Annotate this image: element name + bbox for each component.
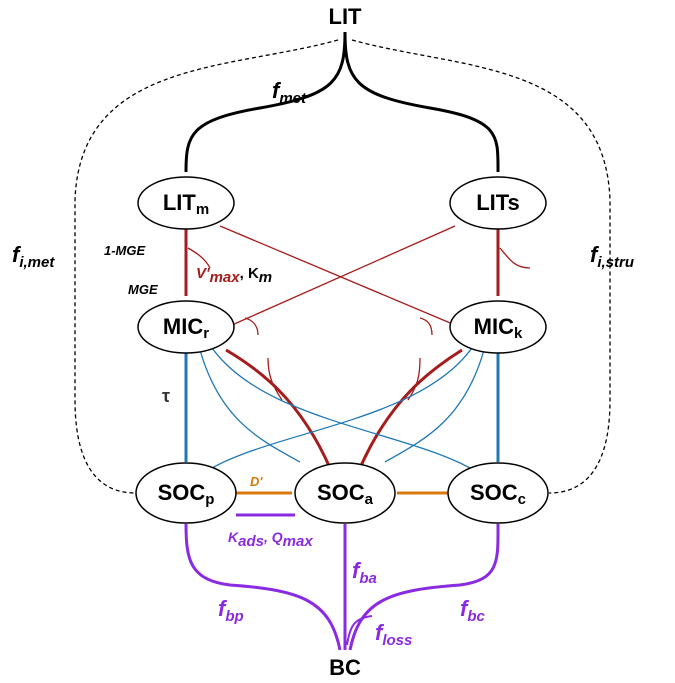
label-main: , Q bbox=[263, 529, 283, 545]
node-label: SOCp bbox=[158, 480, 215, 508]
node-shape bbox=[137, 176, 235, 230]
arrows bbox=[74, 31, 611, 651]
arrow bbox=[419, 317, 433, 336]
label-main: , K bbox=[240, 265, 259, 282]
label-main: f bbox=[272, 78, 282, 103]
label-main: f bbox=[218, 596, 228, 621]
label-sub: m bbox=[196, 201, 209, 218]
label-sub: max bbox=[210, 269, 241, 286]
label-sub: m bbox=[259, 269, 272, 286]
arrow bbox=[358, 348, 463, 469]
node-shape bbox=[447, 462, 549, 524]
label-sub: max bbox=[283, 533, 314, 550]
flux-label: fbp bbox=[218, 596, 244, 625]
param-label: V'max, Km bbox=[196, 265, 272, 286]
param-label: τ bbox=[162, 386, 170, 406]
label-main: V' bbox=[196, 265, 210, 282]
flux-label: fba bbox=[352, 558, 377, 587]
arrow bbox=[499, 247, 531, 269]
label-main: K bbox=[228, 529, 239, 545]
arrow bbox=[351, 39, 611, 494]
node-shape bbox=[135, 462, 237, 524]
node-label: LITs bbox=[476, 190, 520, 215]
arrow bbox=[348, 523, 500, 651]
node-label: LITm bbox=[163, 190, 209, 218]
node-label: MICk bbox=[474, 314, 523, 342]
label-sub: bp bbox=[225, 608, 243, 625]
label-sub: i,stru bbox=[597, 254, 634, 271]
arrow bbox=[343, 31, 500, 173]
label-sub: r bbox=[203, 325, 209, 342]
label-main: SOC bbox=[317, 480, 365, 505]
flux-label: fmet bbox=[272, 78, 307, 107]
arrow bbox=[184, 31, 347, 173]
label-sub: k bbox=[514, 325, 523, 342]
node-label: SOCc bbox=[470, 480, 526, 508]
arrow bbox=[346, 615, 373, 646]
param-label: MGE bbox=[128, 282, 158, 297]
arrow bbox=[209, 344, 471, 469]
label-sub: a bbox=[365, 491, 374, 508]
arrow bbox=[407, 357, 421, 401]
label-main: f bbox=[12, 242, 22, 267]
label-sub: ads bbox=[238, 533, 264, 550]
arrow bbox=[199, 349, 301, 463]
arrow bbox=[187, 247, 211, 269]
label-main: f bbox=[460, 596, 470, 621]
labels: fmet fi,met fi,stru 1-MGE MGE V'max, Km … bbox=[12, 78, 634, 649]
label-main: MIC bbox=[474, 314, 514, 339]
param-label: 1-MGE bbox=[104, 243, 146, 258]
flux-label: fbc bbox=[460, 596, 485, 625]
node-label: MICr bbox=[163, 314, 209, 342]
node-label: SOCa bbox=[317, 480, 374, 508]
label-main: f bbox=[590, 242, 600, 267]
label-main: f bbox=[352, 558, 362, 583]
arrow bbox=[219, 225, 456, 326]
label-sub: p bbox=[205, 491, 214, 508]
label-main: f bbox=[375, 620, 385, 645]
label-sub: loss bbox=[382, 632, 412, 649]
flux-label: fi,met bbox=[12, 242, 55, 271]
arrow bbox=[74, 39, 339, 494]
arrow bbox=[384, 349, 485, 463]
label-main: SOC bbox=[158, 480, 206, 505]
node-shape bbox=[449, 176, 547, 230]
arrow bbox=[267, 357, 283, 401]
label-sub: bc bbox=[467, 608, 485, 625]
nodes: LITm LITs MICr MICk SOCp SOCa SOCc LIT B… bbox=[135, 4, 549, 680]
label-main: MIC bbox=[163, 314, 203, 339]
arrow bbox=[231, 225, 456, 326]
label-sub: ba bbox=[359, 570, 377, 587]
label-sub: i,met bbox=[19, 254, 55, 271]
flux-label: fi,stru bbox=[590, 242, 634, 271]
label-main: LITs bbox=[476, 190, 520, 215]
node-shape bbox=[137, 300, 235, 354]
param-label: D' bbox=[250, 474, 263, 489]
label-sub: met bbox=[279, 90, 307, 107]
label-sub: c bbox=[518, 491, 526, 508]
bottom-label: BC bbox=[329, 655, 361, 680]
top-label: LIT bbox=[329, 4, 363, 29]
label-main: SOC bbox=[470, 480, 518, 505]
arrow bbox=[211, 344, 475, 469]
node-shape bbox=[449, 300, 547, 354]
node-shape bbox=[294, 462, 396, 524]
param-label: Kads, Qmax bbox=[228, 529, 313, 550]
arrow bbox=[184, 523, 342, 651]
flux-label: floss bbox=[375, 620, 412, 649]
arrow bbox=[244, 317, 259, 336]
label-main: LIT bbox=[163, 190, 197, 215]
arrow bbox=[225, 348, 332, 469]
